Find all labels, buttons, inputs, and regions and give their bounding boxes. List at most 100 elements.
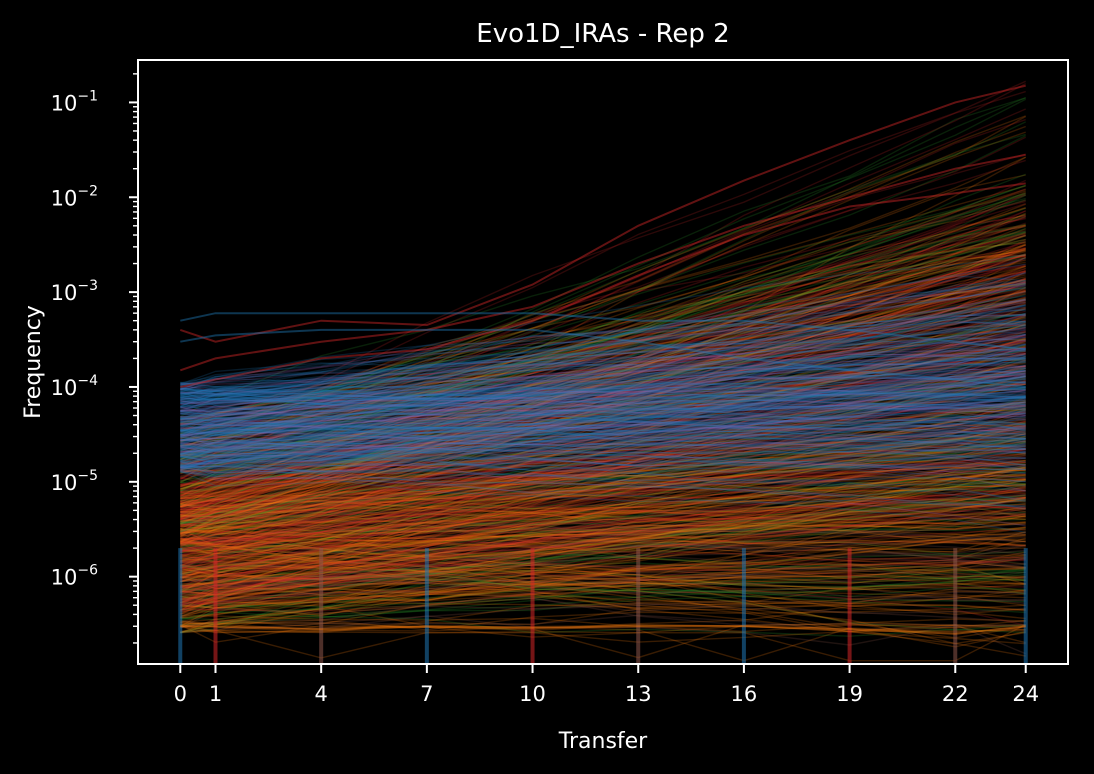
- lineage-trace: [180, 207, 1026, 500]
- lineage-trace: [180, 457, 1026, 521]
- lineage-trace: [179, 370, 1026, 611]
- lineage-trace: [180, 185, 1026, 425]
- lineage-trace: [180, 326, 1026, 509]
- lineage-trace: [180, 291, 1026, 534]
- lineage-trace: [180, 591, 1026, 628]
- lineage-trace: [180, 420, 1026, 493]
- lineage-trace: [180, 376, 1026, 404]
- lineage-trace: [179, 234, 1026, 501]
- x-tick-label: 19: [836, 682, 863, 706]
- series-line: [180, 312, 1026, 351]
- lineage-trace: [180, 511, 1026, 536]
- lineage-trace: [179, 228, 1026, 543]
- lineage-trace: [180, 271, 1026, 508]
- lineage-trace: [180, 386, 1026, 464]
- lineage-trace: [180, 241, 1026, 479]
- lineage-trace: [180, 401, 1026, 569]
- lineage-trace: [180, 216, 1026, 534]
- lineage-trace: [180, 343, 1026, 400]
- lineage-trace: [180, 508, 1026, 553]
- lineage-trace: [180, 331, 1026, 411]
- lineage-trace: [180, 411, 1026, 474]
- lineage-trace: [180, 388, 1026, 461]
- lineage-trace: [180, 443, 1026, 456]
- lineage-trace: [180, 510, 1026, 542]
- lineage-trace: [180, 526, 1026, 551]
- lineage-trace: [180, 267, 1026, 604]
- lineage-trace: [179, 247, 1026, 535]
- lineage-trace: [180, 373, 1026, 441]
- lineage-trace: [180, 393, 1026, 415]
- lineage-trace: [180, 315, 1026, 534]
- lineage-trace: [180, 411, 1026, 583]
- lineage-trace: [180, 401, 1026, 543]
- lineage-trace: [180, 367, 1026, 494]
- lineage-trace: [180, 336, 1026, 391]
- lineage-trace: [180, 223, 1026, 435]
- lineage-trace: [180, 445, 1026, 525]
- lineage-trace: [179, 214, 1026, 471]
- lineage-trace: [180, 542, 1026, 648]
- lineage-trace: [180, 452, 1026, 552]
- lineage-trace: [180, 479, 1026, 518]
- lineage-trace: [180, 464, 1026, 626]
- lineage-trace: [180, 425, 1026, 522]
- lineage-trace: [180, 354, 1026, 423]
- lineage-trace: [180, 549, 1026, 604]
- lineage-trace: [179, 300, 1026, 533]
- lineage-trace: [180, 249, 1026, 443]
- lineage-trace: [179, 365, 1026, 589]
- lineage-trace: [179, 225, 1026, 492]
- lineage-trace: [180, 393, 1026, 413]
- lineage-trace: [180, 615, 1026, 633]
- lineage-trace: [180, 529, 1026, 552]
- lineage-trace: [180, 450, 1026, 472]
- lineage-trace: [180, 314, 1026, 384]
- lineage-trace: [180, 292, 1026, 503]
- lineage-trace: [180, 263, 1026, 429]
- lineage-trace: [180, 528, 1026, 593]
- lineage-trace: [180, 270, 1026, 486]
- lineage-trace: [180, 215, 1026, 508]
- lineage-trace: [180, 448, 1026, 546]
- lineage-trace: [180, 121, 1026, 452]
- lineage-trace: [180, 573, 1026, 626]
- lineage-trace: [180, 338, 1026, 504]
- lineage-trace: [179, 192, 1026, 466]
- lineage-trace: [180, 497, 1026, 632]
- lineage-trace: [180, 370, 1026, 556]
- lineage-trace: [180, 505, 1026, 634]
- lineage-trace: [180, 515, 1026, 604]
- lineage-trace: [180, 402, 1026, 605]
- lineage-trace: [180, 381, 1026, 431]
- lineage-trace: [180, 331, 1026, 562]
- lineage-trace: [180, 274, 1026, 543]
- lineage-trace: [180, 326, 1026, 523]
- lineage-trace: [180, 233, 1026, 513]
- lineage-trace: [180, 435, 1026, 609]
- lineage-trace: [180, 319, 1026, 546]
- lineage-trace: [180, 559, 1026, 612]
- lineage-trace: [180, 436, 1026, 463]
- lineage-trace: [180, 507, 1026, 594]
- lineage-trace: [180, 469, 1026, 589]
- lineage-trace: [180, 96, 1026, 456]
- lineage-trace: [180, 324, 1026, 460]
- lineage-trace: [180, 513, 1026, 531]
- lineage-trace: [180, 330, 1026, 553]
- lineage-trace: [180, 396, 1026, 542]
- lineage-trace: [180, 496, 1026, 607]
- lineage-trace: [180, 336, 1026, 451]
- lineage-trace: [180, 447, 1026, 508]
- lineage-trace: [180, 536, 1026, 556]
- lineage-trace: [180, 344, 1026, 457]
- lineage-trace: [180, 90, 1026, 426]
- lineage-trace: [179, 495, 1026, 604]
- lineage-trace: [180, 480, 1026, 506]
- lineage-trace: [180, 532, 1026, 589]
- lineage-trace: [180, 343, 1026, 403]
- lineage-trace: [180, 357, 1026, 433]
- lineage-trace: [180, 540, 1026, 618]
- lineage-trace: [180, 412, 1026, 432]
- lineage-trace: [180, 261, 1026, 495]
